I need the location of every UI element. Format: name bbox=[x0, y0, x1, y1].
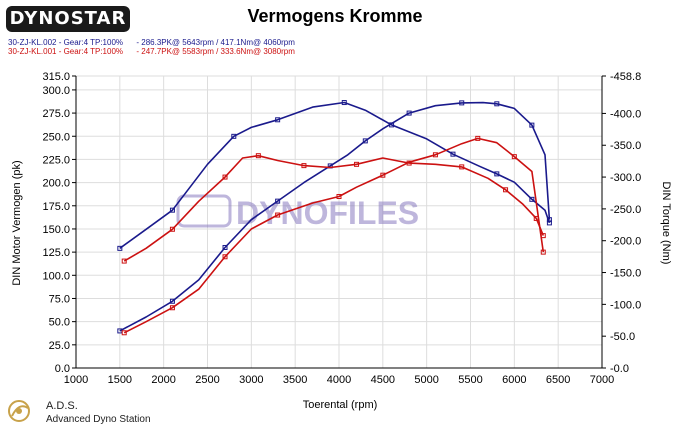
x-tick-label: 3000 bbox=[239, 374, 263, 386]
dynostar-logo: DYNOSTAR bbox=[6, 6, 130, 32]
x-tick-label: 3500 bbox=[283, 374, 307, 386]
series bbox=[117, 100, 552, 336]
y-tick-label: 0.0 bbox=[55, 363, 70, 375]
run-legend-001: 30-ZJ-KL.001 - Gear:4 TP:100% - 247.7PK@… bbox=[8, 47, 295, 56]
x-tick-label: 1500 bbox=[108, 374, 132, 386]
data-point-torque bbox=[301, 163, 307, 169]
x-tick-label: 6500 bbox=[546, 374, 570, 386]
y-tick-label: 50.0 bbox=[49, 317, 70, 329]
data-point-power bbox=[169, 298, 175, 304]
data-point-power bbox=[529, 122, 535, 128]
y2-tick-label: -200.0 bbox=[610, 236, 641, 248]
data-point-torque bbox=[341, 100, 347, 106]
y-tick-label: 225.0 bbox=[42, 154, 70, 166]
x-tick-label: 1000 bbox=[64, 374, 88, 386]
y2-tick-label: -0.0 bbox=[610, 363, 629, 375]
y2-tick-label: -50.0 bbox=[610, 331, 635, 343]
data-point-power bbox=[432, 152, 438, 158]
chart-title: Vermogens Kromme bbox=[247, 6, 423, 26]
data-point-power bbox=[475, 135, 481, 141]
y-tick-label: 275.0 bbox=[42, 108, 70, 120]
data-point-torque bbox=[222, 174, 228, 180]
y-tick-label: 75.0 bbox=[49, 293, 70, 305]
data-point-power bbox=[222, 254, 228, 260]
y-axis-label: DIN Motor Vermogen (pk) bbox=[11, 160, 23, 285]
data-point-power bbox=[540, 249, 546, 255]
data-point-power bbox=[222, 244, 228, 250]
x-tick-label: 6000 bbox=[502, 374, 526, 386]
y2-tick-label: -250.0 bbox=[610, 204, 641, 216]
data-point-torque bbox=[494, 171, 500, 177]
x-tick-label: 4000 bbox=[327, 374, 351, 386]
footer-title: A.D.S. bbox=[46, 400, 78, 412]
y2-tick-label: -350.0 bbox=[610, 140, 641, 152]
watermark-text: DYNOFILES bbox=[236, 195, 419, 231]
y2-axis-label: DIN Torque (Nm) bbox=[660, 182, 672, 265]
data-point-torque bbox=[406, 160, 412, 166]
y-tick-label: 25.0 bbox=[49, 340, 70, 352]
data-point-power bbox=[275, 212, 281, 218]
data-point-power bbox=[275, 198, 281, 204]
series-line-30-zj-kl.002-torque bbox=[119, 101, 551, 249]
data-point-power bbox=[494, 101, 500, 107]
y-tick-label: 300.0 bbox=[42, 85, 70, 97]
data-point-torque bbox=[354, 161, 360, 167]
y-tick-label: 175.0 bbox=[42, 201, 70, 213]
run-legend-002: 30-ZJ-KL.002 - Gear:4 TP:100% - 286.3PK@… bbox=[8, 38, 295, 47]
y-tick-label: 315.0 bbox=[42, 71, 70, 83]
x-tick-label: 2000 bbox=[151, 374, 175, 386]
data-point-torque bbox=[255, 153, 261, 159]
data-point-power bbox=[511, 154, 517, 160]
data-point-torque bbox=[450, 151, 456, 157]
footer-subtitle: Advanced Dyno Station bbox=[46, 414, 151, 425]
data-point-torque bbox=[169, 207, 175, 213]
data-point-torque bbox=[503, 187, 509, 193]
series-line-30-zj-kl.002-power bbox=[119, 101, 551, 332]
y-tick-label: 150.0 bbox=[42, 224, 70, 236]
y-tick-label: 100.0 bbox=[42, 270, 70, 282]
x-tick-label: 4500 bbox=[371, 374, 395, 386]
data-point-power bbox=[406, 110, 412, 116]
y-tick-label: 125.0 bbox=[42, 247, 70, 259]
x-tick-label: 5000 bbox=[414, 374, 438, 386]
data-point-torque bbox=[117, 245, 123, 251]
logo-text: DYNOSTAR bbox=[9, 8, 127, 29]
watermark-emblem-icon bbox=[176, 194, 232, 228]
data-point-torque bbox=[459, 164, 465, 170]
axes: 1000 1500 2000 2500 3000 3500 4000 4500 5000 5500… bbox=[42, 71, 641, 386]
x-tick-label: 7000 bbox=[590, 374, 614, 386]
data-point-torque bbox=[275, 117, 281, 123]
y2-tick-label: -150.0 bbox=[610, 268, 641, 280]
series-line-30-zj-kl.001-torque bbox=[123, 154, 545, 262]
data-point-torque bbox=[169, 226, 175, 232]
y2-tick-label: -300.0 bbox=[610, 172, 641, 184]
y2-tick-label: -458.8 bbox=[610, 71, 641, 83]
data-point-power bbox=[169, 305, 175, 311]
data-point-torque bbox=[540, 233, 546, 239]
data-point-torque bbox=[231, 133, 237, 139]
x-tick-label: 2500 bbox=[195, 374, 219, 386]
series-line-30-zj-kl.001-power bbox=[123, 137, 545, 334]
data-point-torque bbox=[389, 122, 395, 128]
y-tick-label: 250.0 bbox=[42, 131, 70, 143]
y-tick-label: 200.0 bbox=[42, 178, 70, 190]
watermark-logo: DYNOFILES bbox=[176, 194, 419, 231]
data-point-torque bbox=[529, 196, 535, 202]
data-point-power bbox=[121, 330, 127, 336]
data-point-torque bbox=[546, 220, 552, 226]
ads-logo-icon bbox=[8, 400, 30, 422]
data-point-torque bbox=[121, 258, 127, 264]
x-tick-label: 5500 bbox=[458, 374, 482, 386]
data-point-torque bbox=[533, 215, 539, 221]
data-point-power bbox=[336, 194, 342, 200]
y2-tick-label: -100.0 bbox=[610, 299, 641, 311]
data-point-power bbox=[362, 138, 368, 144]
data-point-power bbox=[380, 172, 386, 178]
y2-tick-label: -400.0 bbox=[610, 108, 641, 120]
x-axis-label: Toerental (rpm) bbox=[303, 399, 378, 411]
data-point-power bbox=[459, 100, 465, 106]
